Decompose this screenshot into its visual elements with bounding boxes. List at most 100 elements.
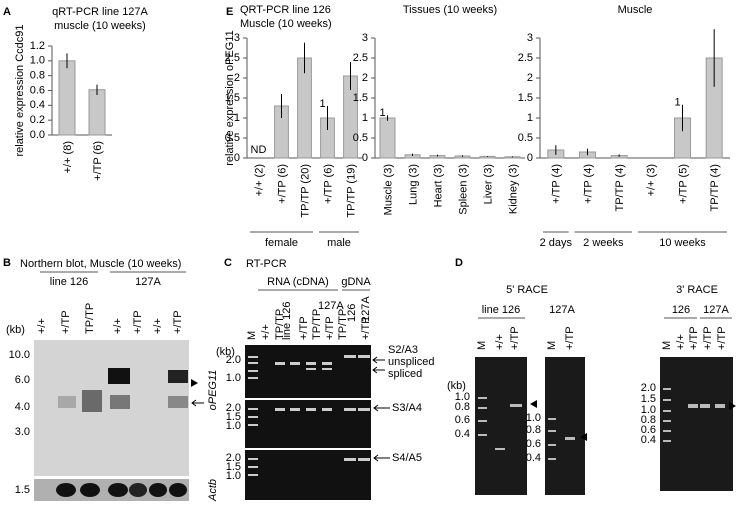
- group-label: line 126: [482, 304, 521, 316]
- lane-label: TP/TP: [84, 303, 96, 334]
- size-marker: 2.0: [226, 452, 241, 464]
- x-tick-label: Liver (3): [482, 164, 494, 204]
- y-tick-label: 1.0: [30, 55, 45, 67]
- size-marker: 1.5: [226, 461, 241, 473]
- size-marker: 0.6: [455, 414, 470, 426]
- size-marker: 3.0: [15, 426, 30, 438]
- chart-subtitle: Muscle (10 weeks): [240, 18, 332, 30]
- y-tick-label: 3: [527, 32, 533, 44]
- lane-label: 126: [346, 304, 358, 322]
- x-tick-label: TP/TP (4): [709, 164, 721, 211]
- gene-label: oPEG11: [207, 370, 219, 411]
- y-tick-label: 0: [362, 152, 368, 164]
- size-marker: 1.5: [226, 411, 241, 423]
- group-label: male: [327, 237, 351, 249]
- x-tick-label: +/+ (3): [646, 164, 658, 196]
- y-tick-label: 0.0: [30, 129, 45, 141]
- x-tick-label: +/TP (6): [276, 164, 288, 204]
- value-label: 1: [319, 98, 325, 110]
- x-tick-label: +/TP (4): [582, 164, 594, 204]
- y-tick-label: 1.5: [353, 92, 368, 104]
- group-label: RNA (cDNA): [267, 276, 329, 288]
- y-tick-label: 2.5: [225, 52, 240, 64]
- y-tick-label: 2: [362, 72, 368, 84]
- lane-label: +/TP: [509, 326, 521, 350]
- x-tick-label: Muscle (3): [382, 164, 394, 215]
- x-tick-label: TP/TP (4): [614, 164, 626, 211]
- product-label: S3/A4: [392, 402, 422, 414]
- x-tick-label: TP/TP (19): [345, 164, 357, 218]
- size-marker: 6.0: [15, 374, 30, 386]
- unit-label: (kb): [216, 346, 235, 358]
- y-tick-label: 0: [234, 152, 240, 164]
- panel-title: 3' RACE: [676, 284, 718, 296]
- size-marker: 2.0: [641, 382, 656, 394]
- unit-label: (kb): [447, 380, 466, 392]
- y-tick-label: 0: [527, 152, 533, 164]
- panel-title: Northern blot, Muscle (10 weeks): [20, 258, 181, 270]
- group-label: 2 weeks: [583, 237, 624, 249]
- lane-label: +/TP: [324, 316, 336, 340]
- x-tick-label: +/TP (4): [551, 164, 563, 204]
- group-label: female: [265, 237, 298, 249]
- value-label: ND: [251, 144, 267, 156]
- y-tick-label: 1: [527, 112, 533, 124]
- size-marker: 1.0: [526, 412, 541, 424]
- y-tick-label: 3: [234, 32, 240, 44]
- panel-letter: E: [226, 6, 233, 18]
- size-marker: 0.6: [526, 438, 541, 450]
- size-marker: 1.5: [641, 393, 656, 405]
- chart-title: Muscle: [618, 4, 653, 16]
- chart-subtitle: muscle (10 weeks): [54, 20, 146, 32]
- y-tick-label: 0.2: [30, 114, 45, 126]
- value-label: 1: [674, 97, 680, 109]
- size-marker: 1.0: [226, 372, 241, 384]
- lane-label: +/+: [494, 334, 506, 350]
- size-marker: 4.0: [15, 401, 30, 413]
- northern-blot: [34, 271, 204, 501]
- chart-title: qRT-PCR line 127A: [52, 6, 148, 18]
- product-label: S4/A5: [392, 452, 422, 464]
- lane-label: +/TP: [716, 326, 728, 350]
- y-tick-label: 1.5: [225, 92, 240, 104]
- size-marker: 0.4: [641, 434, 656, 446]
- lane-label: TP/TP: [274, 309, 286, 340]
- y-tick-label: 0.6: [30, 84, 45, 96]
- subgroup-label: line 126: [281, 301, 293, 340]
- product-label: S2/A3: [388, 344, 418, 356]
- x-tick-label: +/+ (2): [253, 164, 265, 196]
- bar: [379, 117, 396, 159]
- lane-label: M: [476, 341, 488, 350]
- gene-label: Actb: [207, 479, 219, 502]
- y-tick-label: 3: [362, 32, 368, 44]
- lane-label: +/TP: [60, 310, 72, 334]
- lane-label: M: [246, 331, 258, 340]
- y-tick-label: 0.4: [30, 99, 45, 111]
- lane-label: +/TP: [688, 326, 700, 350]
- group-label: gDNA: [341, 276, 371, 288]
- lane-label: +/TP: [172, 310, 184, 334]
- size-marker: 1.5: [15, 484, 30, 496]
- y-tick-label: 1: [362, 112, 368, 124]
- lane-label: M: [661, 341, 673, 350]
- y-tick-label: 0.8: [30, 70, 45, 82]
- size-marker: 0.8: [455, 401, 470, 413]
- race-gels: [475, 317, 736, 495]
- lane-label: +/+: [152, 318, 164, 334]
- chart-title: Tissues (10 weeks): [403, 4, 497, 16]
- panel-title: 5' RACE: [506, 284, 548, 296]
- group-label: 127A: [703, 304, 729, 316]
- lane-label: M: [546, 341, 558, 350]
- product-label: unspliced: [388, 356, 434, 368]
- lane-label: +/TP: [564, 326, 576, 350]
- lane-label: +/TP: [132, 310, 144, 334]
- y-tick-label: 1.2: [30, 40, 45, 52]
- y-tick-label: 0.5: [353, 132, 368, 144]
- y-tick-label: 2.5: [353, 52, 368, 64]
- bar: [88, 89, 106, 136]
- lane-label: 127A: [360, 296, 372, 322]
- subgroup-label: 127A: [318, 300, 344, 312]
- group-label: line 126: [50, 276, 89, 288]
- panel-title: RT-PCR: [246, 258, 287, 270]
